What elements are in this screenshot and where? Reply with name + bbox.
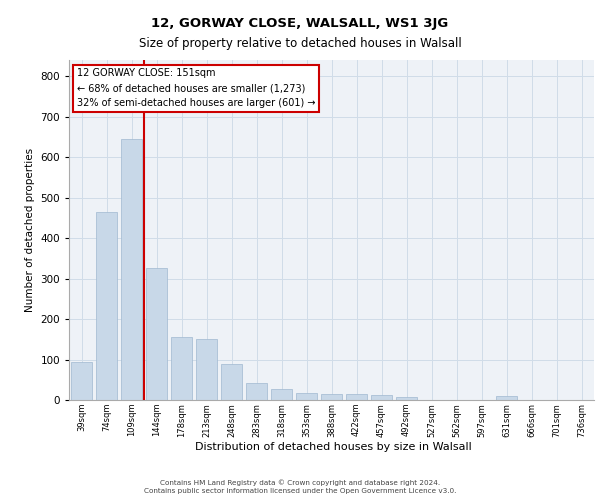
Bar xyxy=(321,394,342,400)
Text: Contains HM Land Registry data © Crown copyright and database right 2024.
Contai: Contains HM Land Registry data © Crown c… xyxy=(144,480,456,494)
Text: Size of property relative to detached houses in Walsall: Size of property relative to detached ho… xyxy=(139,38,461,51)
Bar xyxy=(346,394,367,400)
Text: 12, GORWAY CLOSE, WALSALL, WS1 3JG: 12, GORWAY CLOSE, WALSALL, WS1 3JG xyxy=(151,18,449,30)
Bar xyxy=(246,383,267,400)
Bar xyxy=(196,340,217,400)
Y-axis label: Number of detached properties: Number of detached properties xyxy=(25,148,35,312)
Bar xyxy=(371,394,392,400)
Bar xyxy=(96,212,117,400)
Bar xyxy=(271,389,292,400)
Bar xyxy=(496,396,517,400)
Bar xyxy=(171,338,192,400)
Bar xyxy=(121,139,142,400)
Text: Distribution of detached houses by size in Walsall: Distribution of detached houses by size … xyxy=(194,442,472,452)
Bar xyxy=(71,362,92,400)
Bar xyxy=(296,392,317,400)
Bar xyxy=(396,397,417,400)
Text: 12 GORWAY CLOSE: 151sqm
← 68% of detached houses are smaller (1,273)
32% of semi: 12 GORWAY CLOSE: 151sqm ← 68% of detache… xyxy=(77,68,316,108)
Bar xyxy=(146,268,167,400)
Bar xyxy=(221,364,242,400)
